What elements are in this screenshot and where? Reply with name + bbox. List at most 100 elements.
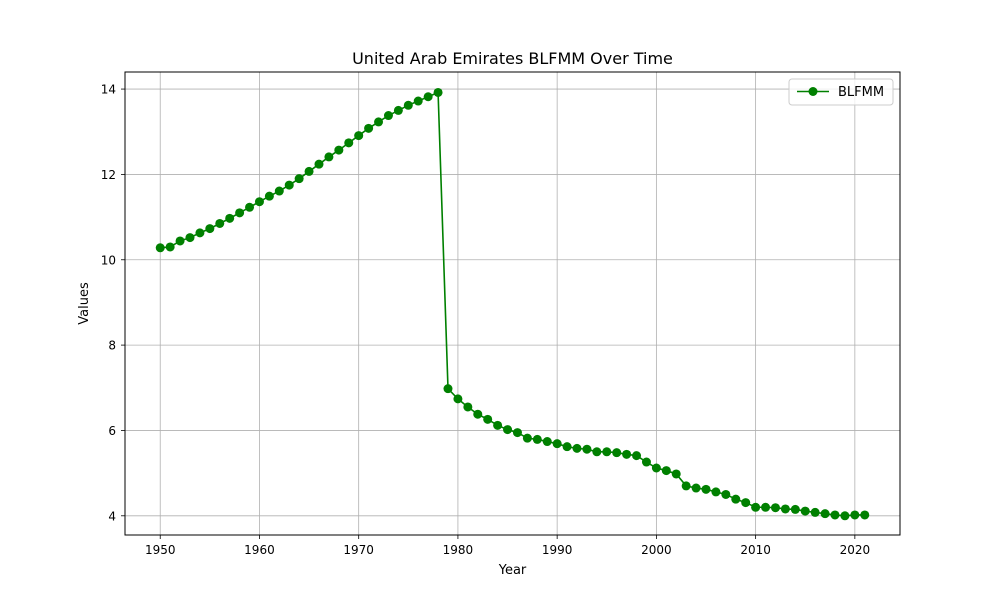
data-point [374,117,384,127]
data-point [850,510,860,520]
data-point [661,466,671,476]
data-point [691,483,701,493]
data-point [344,138,354,148]
data-point [522,433,532,443]
data-point [830,510,840,520]
plot-frame [124,71,901,536]
x-tick-label: 2010 [740,543,771,557]
data-point [651,463,661,473]
data-point [622,449,632,459]
y-axis-ticks: 4 6 8 10 12 14 [101,83,125,523]
y-axis-label: Values [77,282,92,325]
legend: BLFMM [788,78,894,106]
data-point [165,242,175,252]
data-point [810,507,820,517]
y-tick-label: 14 [101,83,116,97]
data-point [264,191,274,201]
data-point [780,504,790,514]
data-point [334,145,344,155]
data-point [860,510,870,520]
y-tick-label: 12 [101,168,116,182]
data-point [403,100,413,110]
x-tick-label: 2020 [840,543,871,557]
data-point [423,92,433,102]
data-point [205,224,215,234]
data-point [572,443,582,453]
data-point [274,186,284,196]
data-point [304,166,314,176]
legend-marker-icon [808,87,818,96]
data-point [443,384,453,394]
data-point [294,174,304,184]
data-point [473,409,483,419]
x-tick-label: 2000 [641,543,672,557]
data-point [562,442,572,452]
data-point [195,228,205,238]
data-point [612,448,622,458]
data-point [393,105,403,115]
data-point [284,180,294,190]
data-point [483,414,493,424]
x-tick-label: 1970 [343,543,374,557]
data-point [215,218,225,228]
data-point [840,511,850,521]
data-point [225,213,235,223]
data-point [542,437,552,447]
data-point [790,504,800,514]
data-point [364,123,374,133]
legend-label-blfmm: BLFMM [838,85,884,100]
data-point [632,451,642,461]
data-point [741,498,751,508]
data-point [671,469,681,479]
legend-box [788,78,894,106]
x-tick-label: 1980 [443,543,474,557]
data-point [681,481,691,491]
y-tick-label: 10 [101,253,116,267]
data-point [433,87,443,97]
data-point [800,506,810,516]
data-point [155,243,165,253]
data-point [641,457,651,467]
data-point [245,202,255,212]
chart-title: United Arab Emirates BLFMM Over Time [352,49,673,68]
data-point [602,447,612,457]
grid-lines [125,72,900,535]
data-point [413,96,423,106]
data-point [235,208,245,218]
data-point [185,233,195,243]
x-axis-ticks: 1950 1960 1970 1980 1990 2000 2010 2020 [145,535,870,557]
data-point [453,394,463,404]
data-point [314,159,324,169]
data-point [761,502,771,512]
x-axis-label: Year [498,563,527,578]
x-tick-label: 1990 [542,543,573,557]
data-point [354,131,364,141]
data-point [503,425,513,435]
data-point [711,487,721,497]
data-point [701,484,711,494]
y-tick-label: 6 [108,424,116,438]
data-point [770,503,780,513]
data-point [463,402,473,412]
data-point [731,494,741,504]
data-point [324,152,334,162]
series-line-blfmm [160,91,865,517]
x-tick-label: 1950 [145,543,176,557]
data-point [751,502,761,512]
data-point [493,420,503,430]
data-point [721,489,731,499]
data-point [512,428,522,438]
data-point [820,509,830,519]
x-tick-label: 1960 [244,543,275,557]
y-tick-label: 4 [108,509,116,523]
data-point [175,236,185,246]
data-point [582,444,592,454]
data-point [383,111,393,121]
data-point [592,447,602,457]
data-point [254,197,264,207]
series-group [155,87,870,521]
y-tick-label: 8 [108,339,116,353]
data-point [552,439,562,449]
data-point [532,434,542,444]
